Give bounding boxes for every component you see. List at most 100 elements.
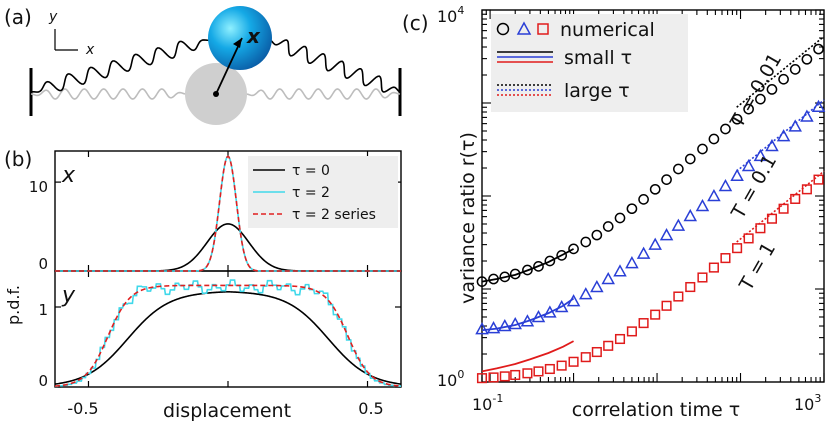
c-ytick-top: 104 (437, 4, 464, 26)
b-legend-label-3: τ = 2 series (292, 207, 376, 223)
c-marker-circle-8 (568, 243, 579, 255)
c-marker-triangle-16 (659, 228, 674, 241)
c-marker-circle-3 (509, 268, 521, 280)
c-marker-triangle-9 (578, 287, 593, 300)
c-ytick-top-exp: 4 (457, 4, 464, 17)
rest-spring-right (245, 88, 401, 100)
c-marker-circle-22 (731, 113, 743, 125)
c-large-tau-line-0 (736, 35, 825, 108)
c-marker-circle-5 (533, 261, 544, 272)
c-marker-triangle-24 (753, 148, 768, 162)
c-marker-square-14 (638, 318, 649, 329)
c-marker-circle-4 (522, 264, 533, 276)
c-marker-circle-19 (697, 143, 708, 155)
displaced-particle (208, 6, 272, 70)
c-marker-circle-15 (649, 183, 661, 195)
b-xlabel: displacement (163, 400, 291, 422)
c-marker-triangle-4 (520, 314, 535, 327)
displacement-arrow (215, 37, 243, 95)
c-marker-circle-2 (499, 271, 511, 283)
c-marker-square-16 (661, 300, 672, 311)
c-ylabel: variance ratio r(τ) (457, 132, 479, 304)
b-bottom-curves (54, 279, 402, 388)
c-marker-square-0 (476, 373, 488, 384)
c-legend: numerical small τ large τ (491, 14, 688, 112)
c-marker-triangle-7 (554, 299, 569, 313)
b-legend-label-2: τ = 2 (292, 185, 330, 201)
c-marker-square-8 (568, 356, 579, 367)
c-marker-circle-29 (813, 43, 824, 55)
c-marker-triangle-27 (788, 119, 802, 132)
c-marker-circle-14 (638, 194, 649, 205)
c-plot (475, 35, 826, 384)
c-marker-triangle-19 (695, 198, 710, 212)
b-bottom-series-1 (55, 279, 401, 388)
b-legend-label-1: τ = 0 (292, 163, 330, 179)
c-marker-square-4 (522, 368, 533, 379)
c-marker-triangle-13 (625, 256, 639, 269)
c-large-tau-line-2 (736, 170, 825, 243)
c-marker-circle-21 (720, 123, 731, 135)
c-legend-numerical: numerical (560, 19, 655, 41)
c-marker-circle-7 (556, 250, 568, 261)
c-xtick-right-exp: 3 (814, 392, 821, 405)
c-marker-square-27 (790, 193, 801, 204)
spring-right (269, 39, 401, 93)
c-marker-square-7 (556, 360, 567, 371)
c-marker-square-5 (533, 366, 544, 377)
spring-left (30, 39, 211, 93)
c-marker-square-23 (743, 233, 754, 244)
c-marker-square-15 (650, 309, 661, 320)
b-top-series-0 (55, 223, 401, 272)
c-marker-triangle-26 (776, 129, 791, 142)
c-marker-square-11 (603, 340, 614, 351)
c-marker-triangle-12 (613, 264, 627, 277)
c-legend-small-tau: small τ (564, 47, 632, 69)
c-xtick-left: 10-1 (472, 392, 503, 414)
b-xtick-05: 0.5 (358, 399, 383, 418)
b-top-tag: x (61, 163, 76, 188)
c-marker-triangle-8 (566, 294, 581, 307)
c-marker-square-1 (488, 372, 499, 383)
c-marker-circle-11 (602, 221, 614, 232)
b-top-ytick-0: 0 (38, 255, 48, 273)
c-legend-triangle-marker (516, 21, 532, 35)
c-xtick-left-base: 10 (472, 395, 492, 414)
b-top-series-2 (55, 155, 401, 272)
b-xtick-neg05: -0.5 (67, 399, 98, 418)
c-marker-square-19 (697, 272, 708, 283)
c-marker-triangle-20 (707, 188, 721, 202)
panel-b-label: (b) (4, 147, 32, 171)
c-marker-square-2 (499, 371, 510, 382)
c-marker-square-17 (673, 291, 684, 302)
c-marker-circle-26 (778, 73, 789, 85)
b-bottom-ticks (55, 271, 401, 388)
c-marker-square-21 (720, 253, 731, 264)
c-marker-triangle-23 (741, 158, 756, 172)
c-marker-square-24 (755, 223, 766, 234)
annotation-T-0.01: T = 0.01 (726, 50, 787, 133)
c-legend-square-marker (537, 23, 549, 35)
c-marker-triangle-18 (683, 208, 698, 222)
c-marker-triangle-14 (636, 246, 651, 259)
c-marker-triangle-11 (601, 271, 615, 285)
c-marker-square-9 (580, 352, 591, 363)
b-bottom-ytick-1: 1 (38, 301, 48, 319)
axis-indicator-x-label: x (85, 42, 95, 58)
c-marker-square-10 (591, 346, 602, 358)
c-marker-triangle-0 (475, 322, 489, 335)
c-marker-circle-24 (755, 93, 766, 105)
c-marker-circle-23 (743, 103, 754, 115)
axis-indicator-y-label: y (48, 9, 58, 25)
c-marker-circle-0 (476, 276, 488, 287)
c-marker-circle-6 (544, 255, 556, 267)
b-bottom-frame (54, 270, 402, 388)
c-marker-triangle-25 (765, 138, 779, 152)
c-marker-square-18 (685, 281, 696, 293)
panel-c-label: (c) (402, 11, 429, 35)
annotation-T-0.1: T = 0.1 (727, 151, 781, 223)
c-marker-triangle-21 (718, 178, 733, 192)
c-marker-triangle-2 (498, 318, 512, 332)
panel-c: (c) variance ratio r(τ) correlation time… (402, 4, 826, 421)
c-legend-circle-marker (496, 22, 510, 36)
